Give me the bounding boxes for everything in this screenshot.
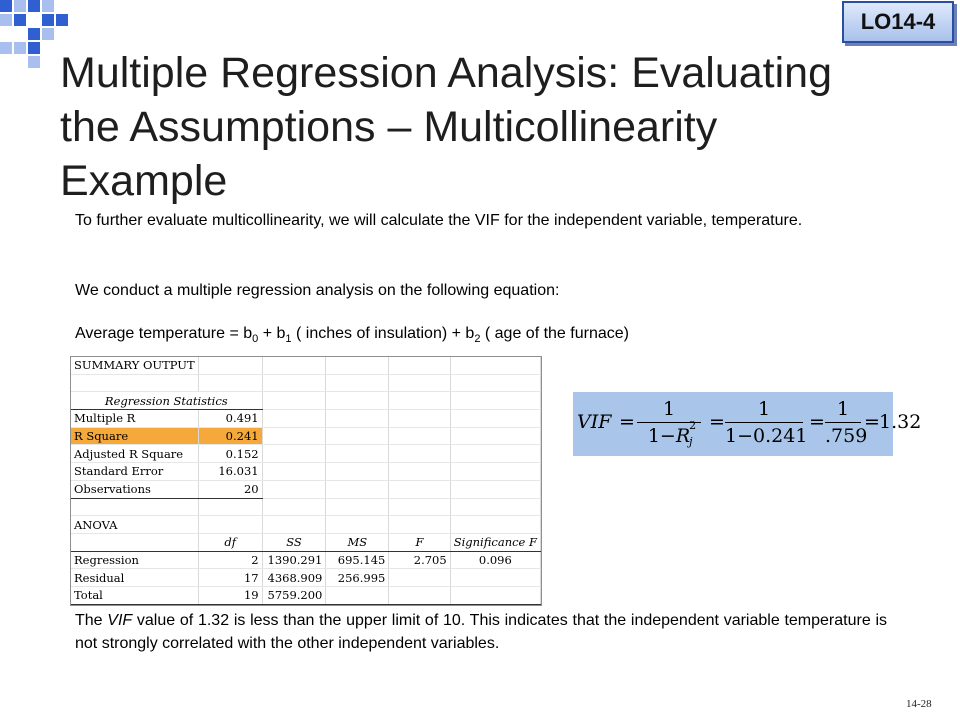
- stat-label: Observations: [71, 480, 199, 499]
- stat-value: 16.031: [198, 462, 263, 481]
- regression-equation: Average temperature = b0 + b1 ( inches o…: [75, 325, 629, 346]
- stat-label: Adjusted R Square: [71, 444, 199, 464]
- page-number: 14-28: [906, 698, 932, 710]
- anova-heading: ANOVA: [71, 515, 199, 534]
- summary-heading: SUMMARY OUTPUT: [71, 357, 199, 375]
- anova-header: Significance F: [450, 532, 541, 552]
- summary-output-table: SUMMARY OUTPUT Regression Statistics Mul…: [70, 356, 542, 606]
- title-line: Example: [60, 157, 228, 205]
- anova-header: df: [198, 532, 263, 552]
- title-line: Multiple Regression Analysis: Evaluating: [60, 49, 833, 97]
- stat-label: Multiple R: [71, 409, 199, 428]
- stat-value: 0.152: [198, 444, 263, 464]
- reg-stats-heading: Regression Statistics: [71, 391, 263, 411]
- stat-value-highlighted: 0.241: [198, 427, 263, 446]
- table-row: Total 19 5759.200: [71, 586, 541, 605]
- vif-formula: VIF = 1 1−R 2 j = 1 1−0.241 = 1 .759 = 1.3…: [573, 392, 921, 456]
- vif-fraction-1: 1 1−R 2 j: [637, 398, 701, 448]
- table-row: Regression 2 1390.291 695.145 2.705 0.096: [71, 551, 541, 570]
- vif-lhs: VIF: [577, 411, 612, 433]
- conduct-paragraph: We conduct a multiple regression analysi…: [75, 282, 560, 299]
- learning-objective-badge: LO14-4: [842, 1, 954, 43]
- vif-fraction-2: 1 1−0.241: [725, 398, 808, 447]
- stat-value: 0.491: [198, 409, 263, 428]
- stat-label-highlighted: R Square: [71, 427, 199, 446]
- anova-header: SS: [262, 532, 327, 552]
- vif-fraction-3: 1 .759: [825, 398, 868, 447]
- conclusion-paragraph: The VIF value of 1.32 is less than the u…: [75, 612, 888, 652]
- slide-title: Multiple Regression Analysis: Evaluating…: [60, 46, 940, 208]
- title-line: the Assumptions – Multicollinearity: [60, 103, 718, 151]
- intro-paragraph: To further evaluate multicollinearity, w…: [75, 212, 803, 229]
- stat-label: Standard Error: [71, 462, 199, 481]
- anova-header: F: [388, 532, 451, 552]
- vif-result: 1.32: [879, 411, 922, 433]
- anova-header: MS: [325, 532, 390, 552]
- stat-value: 20: [198, 480, 263, 499]
- table-row: Residual 17 4368.909 256.995: [71, 568, 541, 587]
